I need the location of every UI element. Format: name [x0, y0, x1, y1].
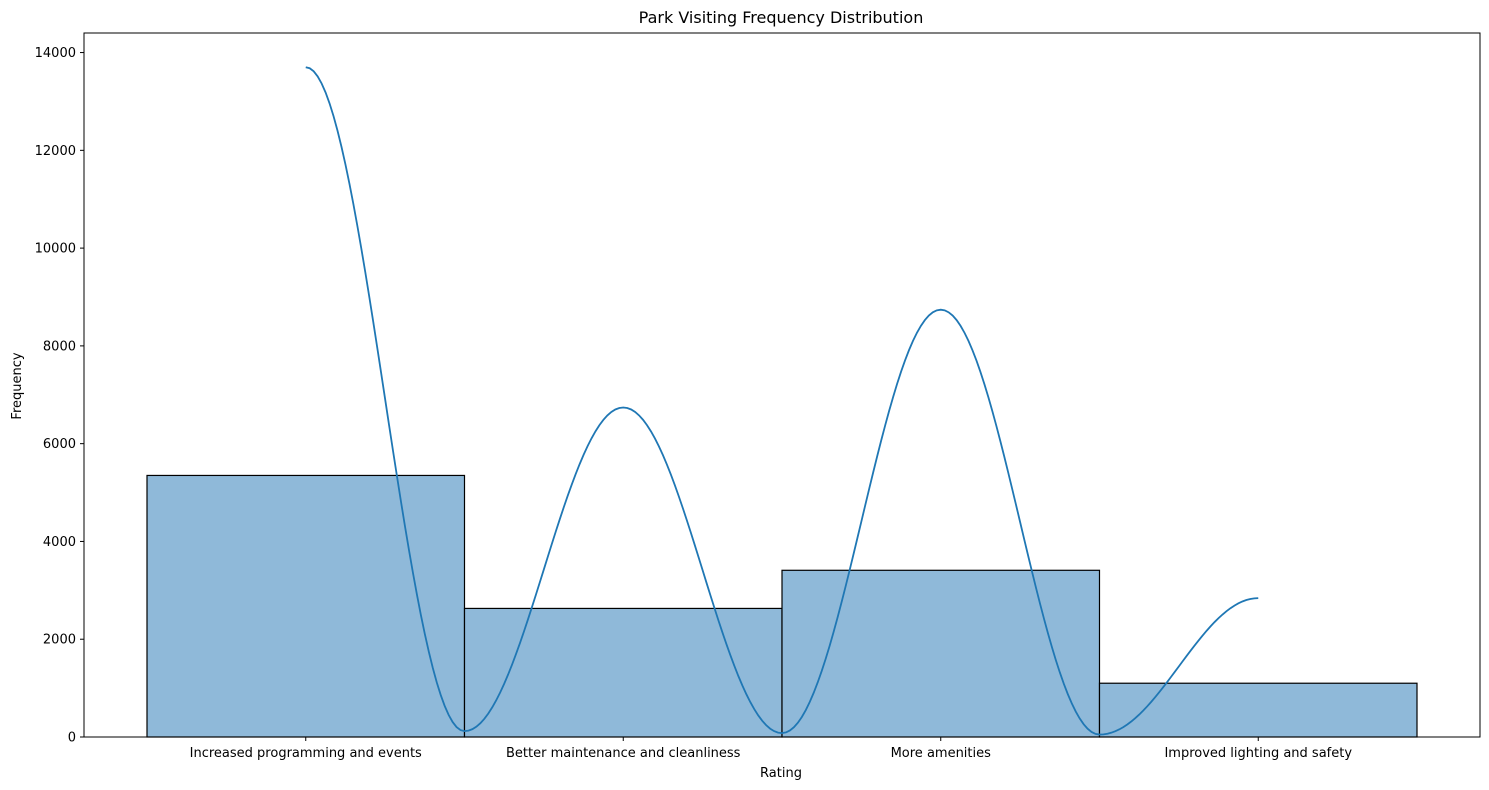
y-tick-label: 10000	[35, 242, 76, 257]
bar-2	[781, 569, 1101, 738]
kde-curve	[305, 66, 1259, 736]
bar-0	[146, 474, 466, 738]
x-axis-label: Rating	[760, 766, 802, 781]
y-tick-label: 14000	[35, 46, 76, 61]
y-tick-label: 4000	[43, 535, 76, 550]
y-tick-label: 2000	[43, 633, 76, 648]
plot-frame	[83, 32, 1481, 738]
y-tick-label: 6000	[43, 437, 76, 452]
y-tick-label: 8000	[43, 339, 76, 354]
x-tick-label: Improved lighting and safety	[1164, 746, 1352, 761]
x-tick-label: Increased programming and events	[190, 746, 422, 761]
y-tick-label: 12000	[35, 144, 76, 159]
x-axis: Increased programming and events Better m…	[190, 737, 1352, 761]
x-tick-label: More amenities	[891, 746, 992, 761]
y-tick-label: 0	[68, 731, 76, 746]
y-axis: 0 2000 4000 6000 8000 10000 12000 14000	[35, 46, 84, 746]
x-tick-label: Better maintenance and cleanliness	[506, 746, 741, 761]
bar-3	[1098, 682, 1418, 738]
y-axis-label: Frequency	[10, 352, 25, 419]
bar-1	[463, 607, 783, 738]
kde-curve-layer	[305, 66, 1259, 736]
bars-layer	[146, 474, 1418, 738]
chart-title: Park Visiting Frequency Distribution	[639, 8, 924, 27]
